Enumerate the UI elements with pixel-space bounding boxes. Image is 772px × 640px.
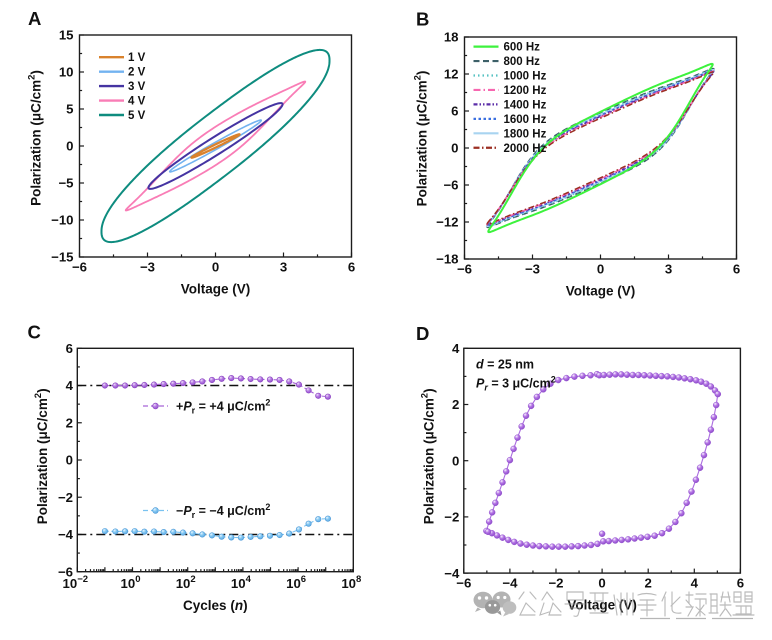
- svg-text:4 V: 4 V: [128, 96, 146, 108]
- svg-text:−5: −5: [58, 176, 73, 191]
- svg-text:C: C: [28, 322, 41, 343]
- svg-text:−6: −6: [457, 262, 472, 277]
- svg-text:0: 0: [451, 141, 458, 156]
- svg-text:−6: −6: [443, 178, 458, 193]
- svg-text:2000 Hz: 2000 Hz: [504, 143, 547, 155]
- svg-text:2: 2: [66, 415, 73, 430]
- svg-text:0: 0: [66, 139, 73, 154]
- svg-text:6: 6: [733, 262, 740, 277]
- svg-text:600 Hz: 600 Hz: [504, 42, 541, 54]
- svg-text:1400 Hz: 1400 Hz: [504, 99, 547, 111]
- svg-text:1000 Hz: 1000 Hz: [504, 71, 547, 83]
- svg-text:6: 6: [66, 341, 73, 356]
- svg-text:Polarization (μC/cm2): Polarization (μC/cm2): [419, 388, 436, 524]
- svg-text:2: 2: [645, 576, 652, 591]
- svg-text:−12: −12: [436, 215, 458, 230]
- svg-text:d = 25 nm: d = 25 nm: [476, 358, 534, 372]
- svg-text:3: 3: [665, 262, 672, 277]
- svg-text:−6: −6: [72, 260, 87, 275]
- svg-text:10: 10: [59, 65, 74, 80]
- svg-text:Voltage (V): Voltage (V): [566, 284, 636, 299]
- svg-text:0: 0: [597, 262, 604, 277]
- svg-text:1 V: 1 V: [128, 52, 146, 64]
- svg-text:D: D: [416, 323, 429, 344]
- svg-text:Polarization (μC/cm2): Polarization (μC/cm2): [33, 388, 50, 524]
- svg-text:0: 0: [598, 576, 605, 591]
- svg-text:4: 4: [452, 341, 460, 356]
- svg-text:−2: −2: [58, 490, 73, 505]
- svg-text:Cycles (n): Cycles (n): [183, 598, 248, 613]
- svg-text:−3: −3: [140, 260, 155, 275]
- svg-text:−Pr = −4 μC/cm2: −Pr = −4 μC/cm2: [176, 502, 270, 520]
- svg-text:800 Hz: 800 Hz: [504, 56, 541, 68]
- svg-text:6: 6: [451, 104, 458, 119]
- svg-text:0: 0: [212, 260, 219, 275]
- svg-text:0: 0: [66, 453, 73, 468]
- svg-text:−18: −18: [436, 252, 458, 267]
- svg-text:−4: −4: [444, 566, 460, 581]
- svg-text:15: 15: [59, 28, 74, 43]
- svg-text:−6: −6: [456, 576, 471, 591]
- svg-text:6: 6: [737, 576, 744, 591]
- svg-text:3: 3: [280, 260, 287, 275]
- svg-text:2: 2: [452, 397, 459, 412]
- svg-text:5: 5: [66, 102, 73, 117]
- svg-text:Polarization (μC/cm2): Polarization (μC/cm2): [27, 70, 44, 206]
- svg-text:A: A: [28, 8, 41, 29]
- svg-text:Voltage (V): Voltage (V): [181, 282, 251, 297]
- svg-text:1600 Hz: 1600 Hz: [504, 114, 547, 126]
- svg-text:−4: −4: [502, 576, 518, 591]
- svg-text:0: 0: [452, 453, 459, 468]
- svg-text:5 V: 5 V: [128, 110, 146, 122]
- svg-text:+Pr = +4 μC/cm2: +Pr = +4 μC/cm2: [176, 398, 270, 416]
- svg-text:Pr = 3 μC/cm2: Pr = 3 μC/cm2: [476, 375, 556, 393]
- svg-text:4: 4: [691, 576, 699, 591]
- svg-text:−10: −10: [51, 213, 73, 228]
- svg-text:−3: −3: [525, 262, 540, 277]
- svg-text:−15: −15: [51, 250, 73, 265]
- svg-text:Polarization (μC/cm2): Polarization (μC/cm2): [412, 71, 429, 207]
- svg-text:18: 18: [444, 30, 459, 45]
- svg-text:12: 12: [444, 67, 459, 82]
- svg-text:1800 Hz: 1800 Hz: [504, 128, 547, 140]
- svg-text:−6: −6: [58, 564, 73, 579]
- svg-text:B: B: [416, 8, 429, 29]
- svg-text:−4: −4: [58, 527, 74, 542]
- svg-text:3 V: 3 V: [128, 81, 146, 93]
- svg-text:Voltage (V): Voltage (V): [567, 598, 637, 613]
- svg-text:6: 6: [348, 260, 355, 275]
- svg-text:−2: −2: [444, 510, 459, 525]
- svg-text:2 V: 2 V: [128, 67, 146, 79]
- svg-text:−2: −2: [548, 576, 563, 591]
- svg-text:4: 4: [66, 378, 74, 393]
- svg-text:1200 Hz: 1200 Hz: [504, 85, 547, 97]
